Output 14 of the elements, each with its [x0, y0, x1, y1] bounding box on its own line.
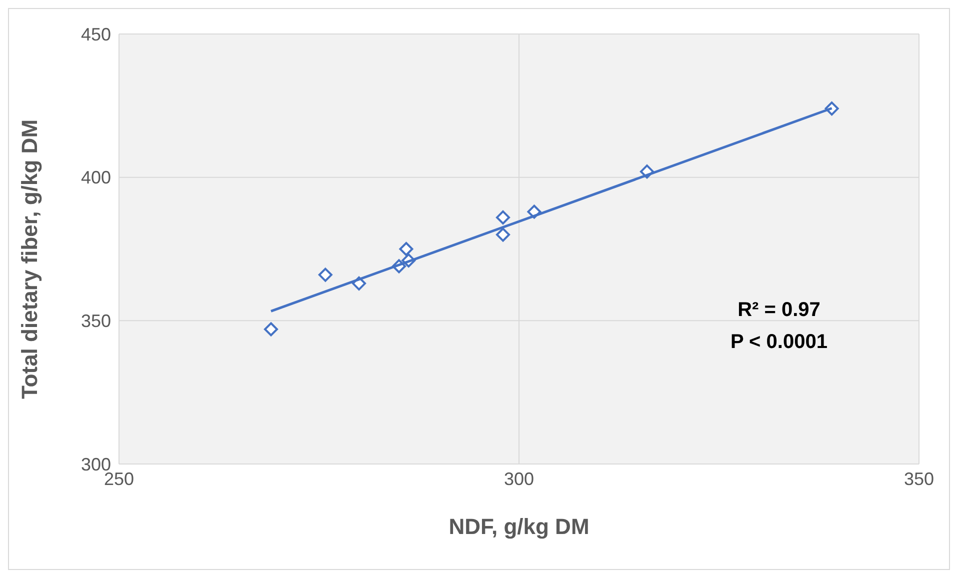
x-tick-label: 350: [904, 468, 934, 489]
point: [399, 242, 414, 256]
point: [496, 228, 510, 242]
y-tick-label: 450: [80, 24, 111, 44]
annotation: R² = 0.97: [736, 298, 822, 323]
point: [318, 268, 332, 282]
y-tick-label: 400: [80, 168, 111, 188]
x-axis-title: NDF, g/kg DM: [448, 514, 590, 539]
x-tick-label: 300: [504, 468, 534, 489]
point: [264, 322, 278, 336]
annotation: P < 0.0001: [730, 330, 828, 355]
y-axis-title: Total dietary fiber, g/kg DM: [16, 119, 42, 399]
y-tick-label: 350: [80, 311, 111, 332]
point: [496, 210, 510, 224]
